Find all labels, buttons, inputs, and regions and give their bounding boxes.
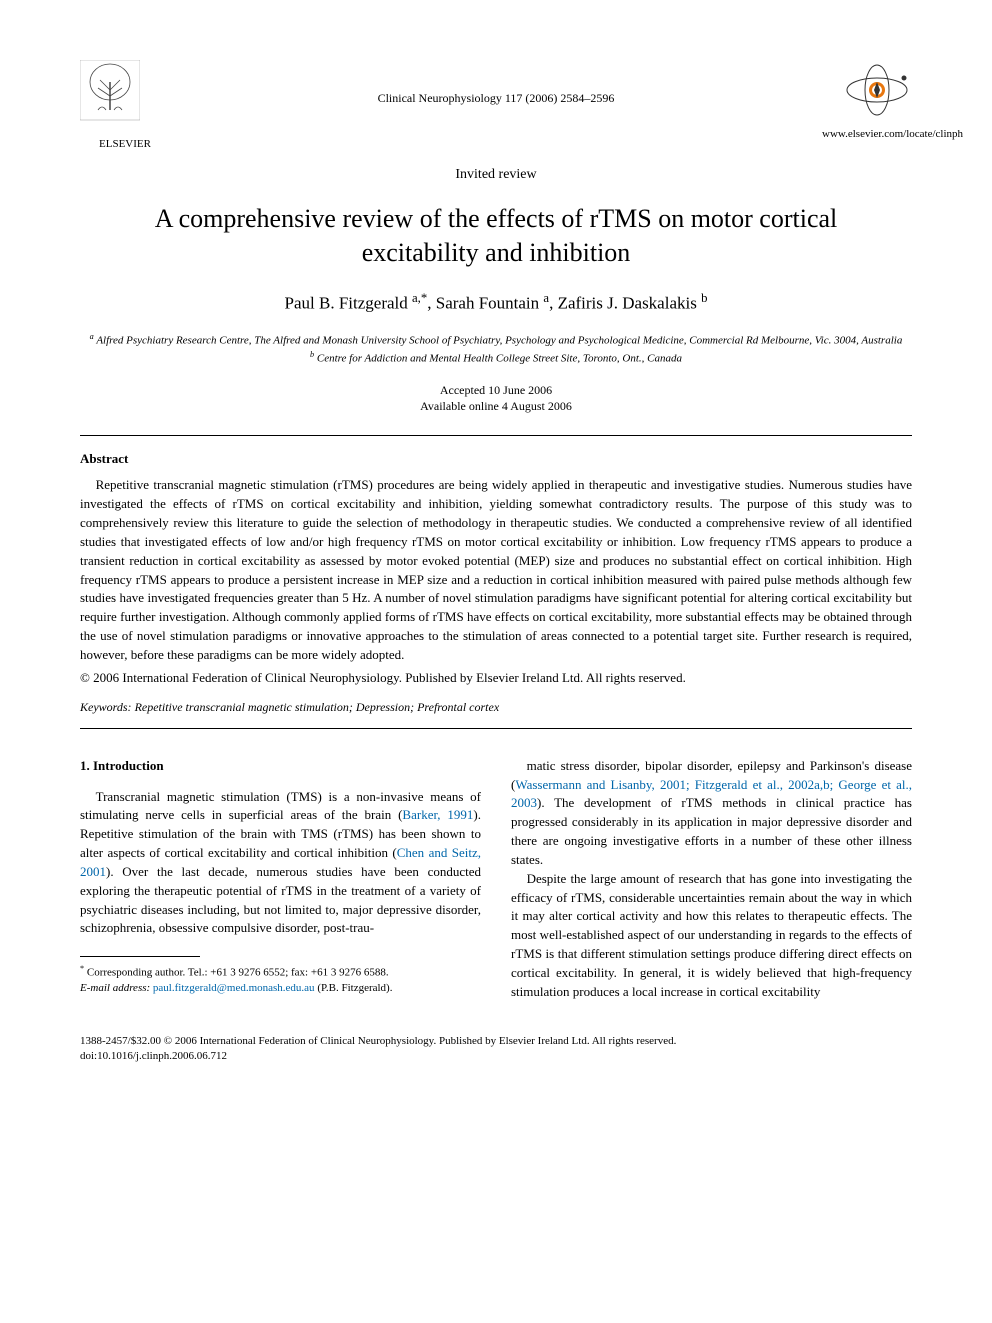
intro-para-1-right: matic stress disorder, bipolar disorder,… xyxy=(511,757,912,870)
author-list: Paul B. Fitzgerald a,*, Sarah Fountain a… xyxy=(80,290,912,315)
article-title: A comprehensive review of the effects of… xyxy=(110,202,882,270)
author-2: , Sarah Fountain xyxy=(427,293,543,312)
journal-citation: Clinical Neurophysiology 117 (2006) 2584… xyxy=(170,60,822,107)
header-row: ELSEVIER Clinical Neurophysiology 117 (2… xyxy=(80,60,912,153)
affiliations: a Alfred Psychiatry Research Centre, The… xyxy=(80,331,912,367)
accepted-date: Accepted 10 June 2006 xyxy=(80,382,912,399)
footer-block: 1388-2457/$32.00 © 2006 International Fe… xyxy=(80,1026,912,1065)
journal-compass-icon xyxy=(842,60,912,120)
elsevier-logo: ELSEVIER xyxy=(80,60,170,153)
abstract-heading: Abstract xyxy=(80,450,912,468)
available-date: Available online 4 August 2006 xyxy=(80,398,912,415)
abstract-copyright: © 2006 International Federation of Clini… xyxy=(80,669,912,687)
author-1-sup: a,* xyxy=(412,291,427,305)
citation-barker[interactable]: Barker, 1991 xyxy=(402,807,473,822)
journal-logo-block: www.elsevier.com/locate/clinph xyxy=(822,60,912,143)
website-url: www.elsevier.com/locate/clinph xyxy=(822,127,912,142)
abstract-body: Repetitive transcranial magnetic stimula… xyxy=(80,476,912,664)
keywords-line: Keywords: Repetitive transcranial magnet… xyxy=(80,699,912,716)
column-left: 1. Introduction Transcranial magnetic st… xyxy=(80,757,481,1002)
corresponding-footnote: * Corresponding author. Tel.: +61 3 9276… xyxy=(80,963,481,996)
corresponding-email[interactable]: paul.fitzgerald@med.monash.edu.au xyxy=(150,982,314,994)
publication-dates: Accepted 10 June 2006 Available online 4… xyxy=(80,382,912,416)
intro-para-1-left: Transcranial magnetic stimulation (TMS) … xyxy=(80,788,481,939)
author-3: , Zafiris J. Daskalakis xyxy=(549,293,701,312)
footer-doi: doi:10.1016/j.clinph.2006.06.712 xyxy=(80,1049,912,1064)
article-type: Invited review xyxy=(80,165,912,185)
publisher-name: ELSEVIER xyxy=(80,137,170,152)
footnote-divider xyxy=(80,956,200,957)
intro-heading: 1. Introduction xyxy=(80,757,481,776)
elsevier-tree-icon xyxy=(80,60,140,130)
author-1: Paul B. Fitzgerald xyxy=(285,293,412,312)
divider-bottom xyxy=(80,728,912,729)
column-right: matic stress disorder, bipolar disorder,… xyxy=(511,757,912,1002)
intro-para-2-right: Despite the large amount of research tha… xyxy=(511,870,912,1002)
footnote-line1: * Corresponding author. Tel.: +61 3 9276… xyxy=(80,963,481,981)
footer-copyright: 1388-2457/$32.00 © 2006 International Fe… xyxy=(80,1034,912,1049)
body-columns: 1. Introduction Transcranial magnetic st… xyxy=(80,757,912,1002)
divider-top xyxy=(80,435,912,436)
affiliation-a: a Alfred Psychiatry Research Centre, The… xyxy=(80,331,912,349)
affiliation-b: b Centre for Addiction and Mental Health… xyxy=(80,349,912,367)
footnote-line2: E-mail address: paul.fitzgerald@med.mona… xyxy=(80,981,481,996)
keywords-text: Repetitive transcranial magnetic stimula… xyxy=(132,700,500,714)
author-3-sup: b xyxy=(701,291,707,305)
keywords-label: Keywords: xyxy=(80,700,132,714)
